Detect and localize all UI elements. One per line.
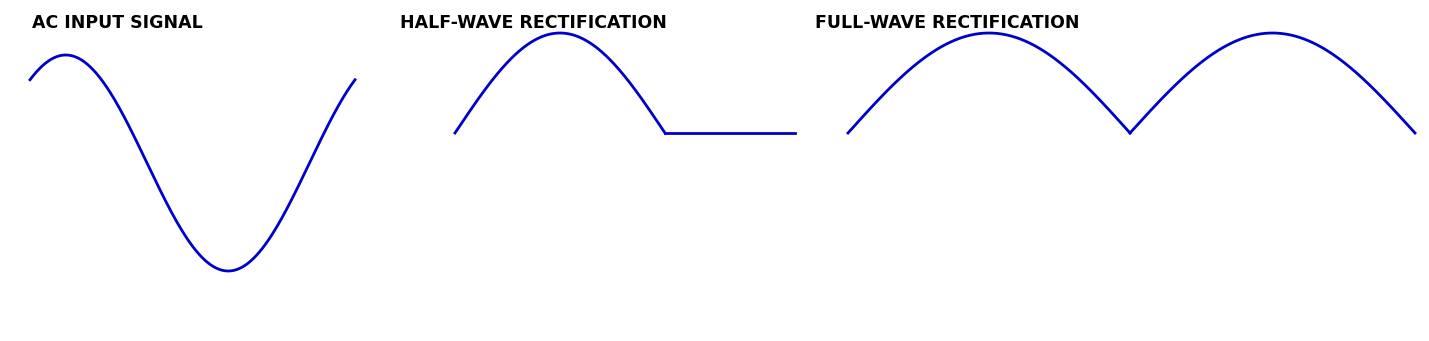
Text: FULL-WAVE RECTIFICATION: FULL-WAVE RECTIFICATION: [815, 14, 1079, 32]
Text: AC INPUT SIGNAL: AC INPUT SIGNAL: [31, 14, 203, 32]
Text: HALF-WAVE RECTIFICATION: HALF-WAVE RECTIFICATION: [400, 14, 667, 32]
